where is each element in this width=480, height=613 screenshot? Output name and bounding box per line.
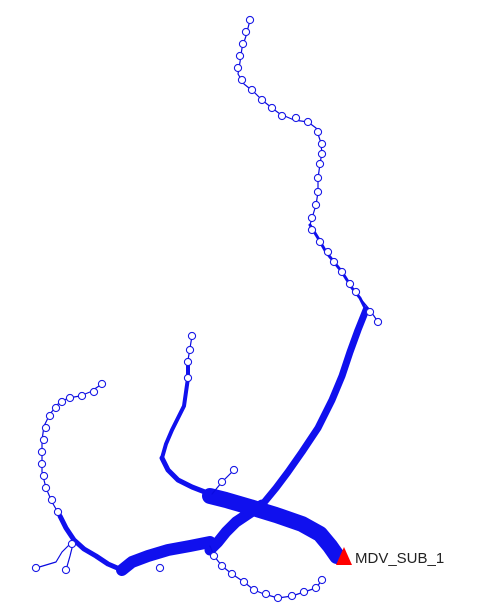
network-node [287, 591, 297, 601]
network-node [61, 565, 71, 575]
trunk-upper-right [308, 223, 368, 312]
network-node [53, 507, 63, 517]
network-node [317, 575, 327, 585]
network-node [67, 539, 77, 549]
network-node [209, 551, 219, 561]
network-node [291, 113, 301, 123]
network-node [373, 317, 383, 327]
network-node [329, 257, 339, 267]
network-node [235, 51, 245, 61]
network-node [233, 63, 243, 73]
network-node [41, 423, 51, 433]
network-node [261, 589, 271, 599]
network-node [217, 561, 227, 571]
network-node [89, 387, 99, 397]
network-node [323, 247, 333, 257]
network-node [39, 471, 49, 481]
network-node [307, 225, 317, 235]
network-node [313, 127, 323, 137]
network-node [257, 95, 267, 105]
network-node [185, 345, 195, 355]
network-node [229, 465, 239, 475]
network-node [41, 483, 51, 493]
network-node [97, 379, 107, 389]
network-node [238, 39, 248, 49]
network-node [337, 267, 347, 277]
network-node [155, 563, 165, 573]
network-node [239, 577, 249, 587]
network-node [217, 477, 227, 487]
network-node [307, 213, 317, 223]
substation-triangle-icon [336, 547, 352, 565]
network-node [57, 397, 67, 407]
network-node [247, 85, 257, 95]
network-node [317, 149, 327, 159]
network-node [183, 357, 193, 367]
feeder-branch-lines [35, 19, 379, 599]
network-node [51, 403, 61, 413]
network-node [315, 237, 325, 247]
feeder-trunk-lines [57, 223, 370, 576]
trunk-to-substation [202, 488, 345, 564]
network-node [37, 459, 47, 469]
network-node [345, 279, 355, 289]
network-node [31, 563, 41, 573]
network-node [187, 331, 197, 341]
network-node [311, 583, 321, 593]
network-node [317, 139, 327, 149]
network-node [65, 393, 75, 403]
network-node [315, 159, 325, 169]
trunk-left-arm [116, 536, 216, 576]
network-node [249, 585, 259, 595]
network-node [311, 200, 321, 210]
network-node [277, 111, 287, 121]
network-node [227, 569, 237, 579]
network-node [47, 495, 57, 505]
network-node [77, 391, 87, 401]
substation[interactable]: MDV_SUB_1 [336, 547, 444, 567]
network-node [45, 411, 55, 421]
trunk-mid-right [258, 306, 370, 509]
network-node [241, 27, 251, 37]
trunk-middle-upper [160, 358, 190, 460]
branch-left-bottom [35, 539, 75, 569]
network-node [313, 173, 323, 183]
network-node [303, 117, 313, 127]
network-node [365, 307, 375, 317]
network-node [37, 447, 47, 457]
network-node [245, 15, 255, 25]
network-node [237, 75, 247, 85]
feeder-nodes [31, 15, 383, 603]
network-node [351, 287, 361, 297]
network-node [183, 373, 193, 383]
substation-label: MDV_SUB_1 [355, 550, 444, 567]
trunk-middle-branch [159, 455, 213, 497]
trunk-left-arm-2 [57, 513, 125, 573]
network-node [273, 593, 283, 603]
network-node [267, 103, 277, 113]
network-node [299, 587, 309, 597]
network-node [313, 187, 323, 197]
network-node [39, 435, 49, 445]
